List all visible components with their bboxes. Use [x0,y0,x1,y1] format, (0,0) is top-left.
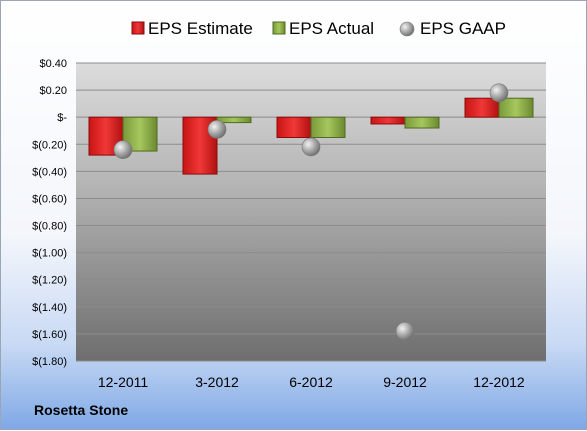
legend-swatch-eps-actual [272,21,286,35]
y-tick-label: $(0.80) [32,221,67,233]
legend-label-eps-actual: EPS Actual [289,19,374,38]
bar-eps-estimate [464,97,500,118]
bars [88,97,534,175]
x-tick-label: 12-2011 [98,374,149,390]
marker-eps-gaap [489,83,509,103]
y-tick-label: $(1.60) [32,329,67,341]
y-tick-label: $- [57,112,67,124]
y-tick-label: $(0.40) [32,166,67,178]
bar-eps-actual [216,116,252,124]
bar-eps-actual [498,97,534,118]
marker-eps-gaap [395,321,415,341]
y-tick-label: $(1.40) [32,302,67,314]
y-tick-label: $(0.20) [32,139,67,151]
y-tick-label: $(1.00) [32,248,67,260]
y-tick-labels: $0.40 $0.20 $- $(0.20) $(0.40) $(0.60) $(0.80)… [32,58,67,368]
legend-label-eps-gaap: EPS GAAP [420,19,506,38]
marker-eps-gaap [301,137,321,157]
bar-eps-actual [310,116,346,138]
bar-eps-estimate [370,116,406,125]
bar-eps-actual [404,116,440,129]
x-tick-label: 6-2012 [289,374,333,390]
y-tick-label: $0.20 [39,85,67,97]
y-tick-label: $(0.60) [32,193,67,205]
legend-label-eps-estimate: EPS Estimate [148,19,253,38]
legend: EPS Estimate EPS Actual EPS GAAP [131,19,506,38]
bar-eps-estimate [276,116,312,138]
legend-swatch-eps-gaap [399,21,415,37]
x-tick-labels: 12-2011 3-2012 6-2012 9-2012 12-2012 [98,374,525,390]
y-tick-label: $(1.20) [32,275,67,287]
x-tick-label: 12-2012 [473,374,525,390]
marker-eps-gaap [207,120,227,139]
y-tick-label: $(1.80) [32,356,67,368]
x-tick-label: 9-2012 [383,374,427,390]
y-tick-label: $0.40 [39,58,67,70]
x-tick-label: 3-2012 [195,374,239,390]
marker-eps-gaap [113,140,133,159]
legend-swatch-eps-estimate [131,21,145,35]
company-name: Rosetta Stone [34,402,129,418]
markers [113,83,509,341]
